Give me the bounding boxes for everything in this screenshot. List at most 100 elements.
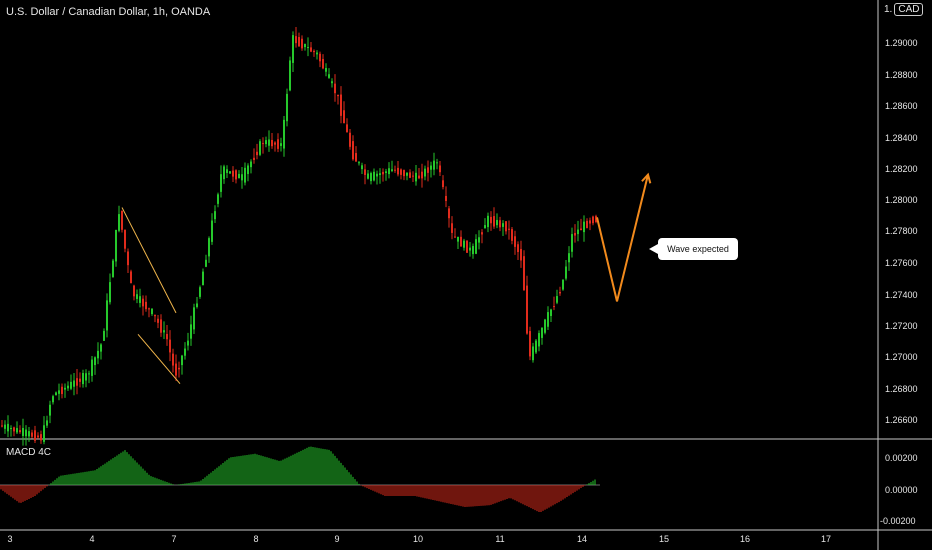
- candle-body: [169, 339, 171, 353]
- candle-body: [544, 319, 546, 333]
- candle-body: [277, 139, 279, 149]
- candle-body: [223, 166, 225, 180]
- candle-body: [292, 35, 294, 63]
- annotation-callout[interactable]: Wave expected: [649, 238, 738, 260]
- candle-body: [25, 429, 27, 437]
- projection-arrowhead: [641, 172, 652, 184]
- candle-body: [409, 172, 411, 178]
- candle-body: [529, 331, 531, 357]
- candle-body: [394, 169, 396, 171]
- candle-body: [376, 173, 378, 177]
- candle-body: [595, 216, 597, 223]
- candle-body: [490, 216, 492, 224]
- candle-body: [274, 142, 276, 145]
- candle-body: [451, 223, 453, 233]
- candle-body: [193, 307, 195, 330]
- candle-body: [325, 68, 327, 72]
- time-tick-label: 9: [334, 534, 340, 544]
- candle-body: [382, 171, 384, 175]
- price-tick-label: 1.26800: [885, 384, 918, 394]
- candle-body: [256, 151, 258, 156]
- candle-body: [508, 228, 510, 230]
- candle-body: [229, 171, 231, 174]
- candle-body: [592, 216, 594, 224]
- candle-body: [121, 210, 123, 230]
- candle-body: [361, 165, 363, 170]
- candle-body: [556, 296, 558, 303]
- price-tick-label: 1.27200: [885, 321, 918, 331]
- candle-body: [460, 236, 462, 247]
- indicator-title: MACD 4C: [6, 447, 52, 458]
- currency-box[interactable]: CAD: [894, 3, 924, 16]
- candle-body: [43, 425, 45, 442]
- candle-body: [187, 340, 189, 346]
- candle-body: [280, 143, 282, 146]
- candle-body: [232, 170, 234, 177]
- candle-body: [289, 60, 291, 91]
- time-tick-label: 11: [495, 534, 505, 544]
- candle-body: [202, 271, 204, 286]
- macd-tick-label: -0.00200: [880, 516, 916, 526]
- candle-body: [205, 259, 207, 267]
- candle-body: [343, 110, 345, 124]
- candle-body: [271, 139, 273, 147]
- candle-body: [73, 380, 75, 387]
- candle-body: [388, 168, 390, 175]
- candle-body: [136, 294, 138, 299]
- candle-body: [49, 404, 51, 416]
- candle-body: [196, 303, 198, 307]
- candle-body: [133, 285, 135, 297]
- candle-body: [40, 434, 42, 441]
- candle-body: [112, 260, 114, 278]
- candle-body: [52, 396, 54, 403]
- candle-body: [379, 173, 381, 176]
- candle-body: [244, 167, 246, 183]
- candle-body: [466, 240, 468, 253]
- candle-body: [415, 172, 417, 182]
- candle-body: [175, 363, 177, 376]
- candle-body: [502, 223, 504, 227]
- candle-body: [214, 211, 216, 220]
- candle-body: [307, 47, 309, 49]
- time-tick-label: 17: [820, 534, 832, 544]
- candle-body: [103, 330, 105, 341]
- candle-body: [19, 430, 21, 433]
- candle-body: [97, 350, 99, 359]
- candle-body: [412, 175, 414, 177]
- candle-body: [547, 312, 549, 327]
- candle-body: [157, 318, 159, 323]
- candle-body: [118, 214, 120, 231]
- candle-body: [178, 367, 180, 370]
- price-tick-label: 1.28600: [885, 101, 918, 111]
- candle-body: [373, 171, 375, 181]
- price-tick-label: 1.27000: [885, 352, 918, 362]
- candle-body: [124, 229, 126, 249]
- candle-body: [259, 141, 261, 155]
- candle-body: [469, 247, 471, 251]
- candle-body: [424, 168, 426, 177]
- projection-path: [596, 174, 649, 302]
- time-tick-label: 3: [7, 534, 13, 544]
- candle-body: [370, 173, 372, 182]
- time-tick-label: 4: [89, 534, 95, 544]
- price-tick-label: 1.28800: [885, 70, 918, 80]
- candle-body: [517, 244, 519, 253]
- candle-body: [235, 170, 237, 180]
- candle-body: [241, 174, 243, 181]
- candle-body: [64, 387, 66, 390]
- candle-body: [76, 378, 78, 386]
- price-tick-label: 1.28200: [885, 164, 918, 174]
- candle-body: [358, 162, 360, 164]
- candle-body: [28, 431, 30, 437]
- time-tick-label: 16: [739, 534, 751, 544]
- candle-body: [577, 229, 579, 235]
- candle-body: [436, 162, 438, 164]
- candle-body: [295, 36, 297, 44]
- candle-body: [1, 425, 3, 427]
- candle-body: [526, 285, 528, 334]
- currency-label[interactable]: 1. CAD: [884, 3, 924, 16]
- candle-body: [391, 169, 393, 172]
- candle-body: [127, 251, 129, 266]
- price-tick-label: 1.28400: [885, 133, 918, 143]
